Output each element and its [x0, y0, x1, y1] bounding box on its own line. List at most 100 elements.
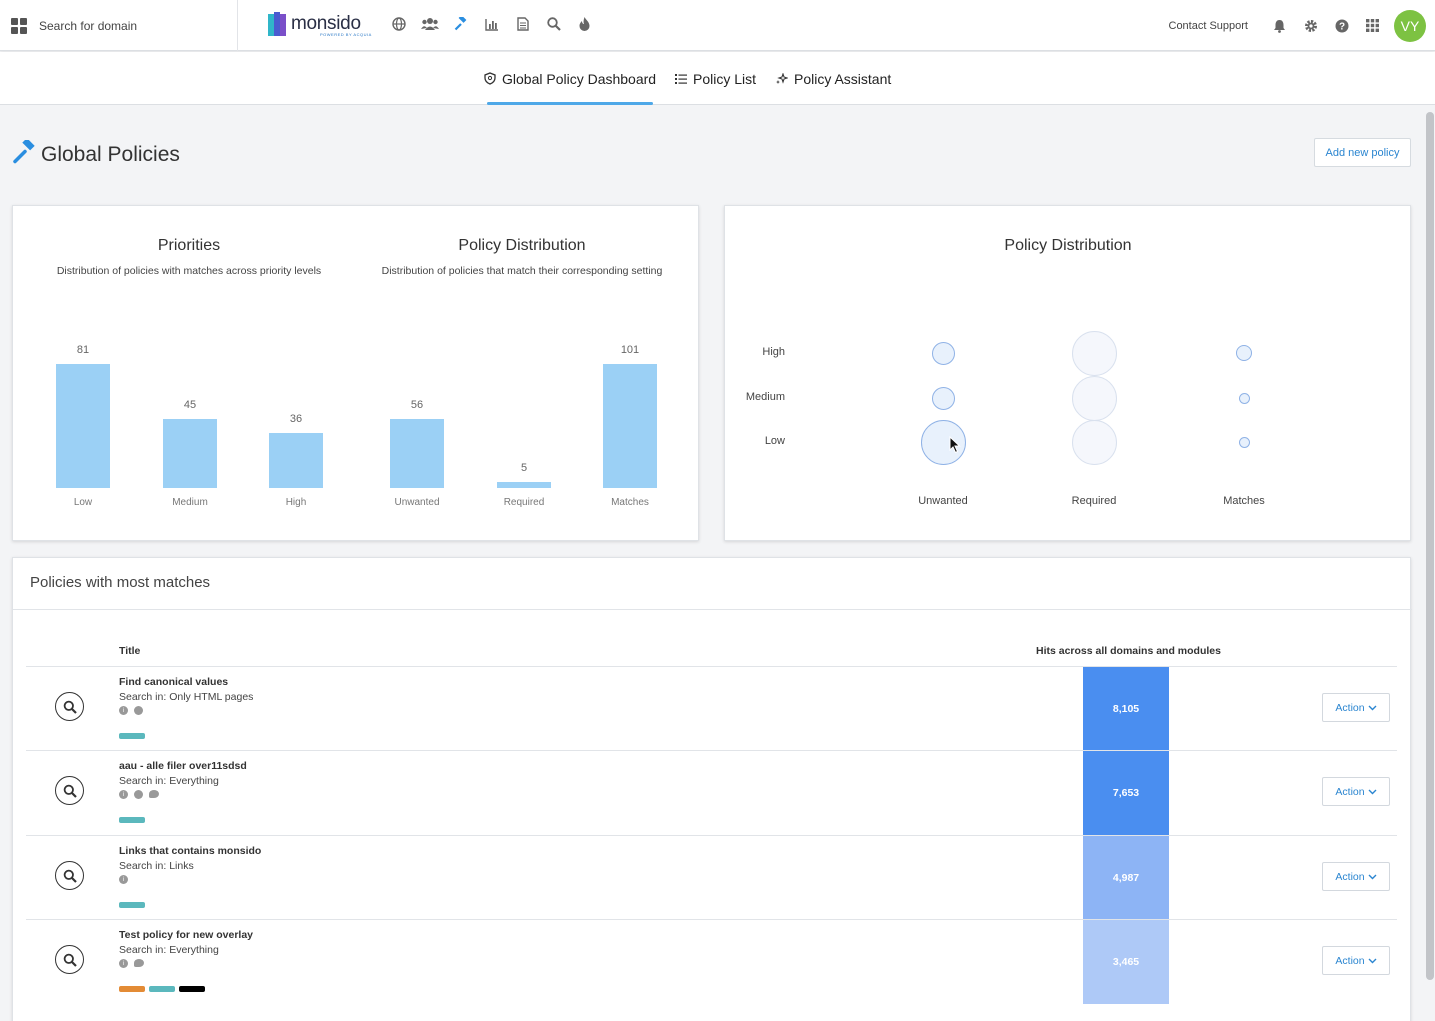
clock-icon[interactable]: [134, 706, 143, 715]
bubble-point[interactable]: [1071, 419, 1117, 465]
help-icon[interactable]: ?: [1326, 19, 1357, 33]
action-dropdown-button[interactable]: Action: [1322, 777, 1390, 806]
page-title-text: Global Policies: [41, 142, 180, 166]
action-dropdown-button[interactable]: Action: [1322, 946, 1390, 975]
bubble-point[interactable]: [920, 419, 966, 465]
users-icon[interactable]: [414, 13, 445, 35]
bar-category-label: High: [285, 497, 307, 508]
chart-bar[interactable]: [603, 364, 657, 488]
policy-search-scope: Search in: Links: [119, 860, 194, 872]
document-icon[interactable]: [507, 13, 538, 35]
chart-bar[interactable]: [163, 419, 217, 488]
policy-title[interactable]: aau - alle filer over11sdsd: [119, 760, 247, 772]
bar-category-label: Medium: [172, 497, 208, 508]
bar-chart-icon[interactable]: [476, 13, 507, 35]
bar-category-label: Low: [73, 497, 93, 508]
tab-policy-list[interactable]: Policy List: [675, 52, 756, 105]
priorities-distribution-panel: Priorities Distribution of policies with…: [12, 205, 699, 541]
magnifier-icon[interactable]: [55, 776, 84, 805]
policy-tags: [119, 902, 149, 908]
policy-search-scope: Search in: Everything: [119, 775, 219, 787]
bar-value-label: 36: [289, 413, 303, 425]
domain-search[interactable]: Search for domain: [0, 0, 238, 51]
table-row[interactable]: Links that contains monsido Search in: Li…: [26, 835, 1397, 920]
bubble-point[interactable]: [931, 386, 955, 410]
bar-category-label: Matches: [611, 497, 649, 508]
monsido-logo-mark: [268, 12, 286, 36]
policy-distribution-bubble-panel: Policy Distribution High Medium Low Unwante…: [724, 205, 1411, 541]
action-label: Action: [1335, 954, 1365, 967]
clock-icon[interactable]: [134, 790, 143, 799]
gavel-icon[interactable]: [445, 13, 476, 35]
info-icon[interactable]: i: [119, 875, 128, 884]
tab-global-policy-dashboard[interactable]: Global Policy Dashboard: [484, 52, 656, 105]
info-icon[interactable]: i: [119, 706, 128, 715]
chart-bar[interactable]: [269, 433, 323, 488]
hits-count: 8,105: [1083, 667, 1169, 751]
bubble-point[interactable]: [1236, 345, 1252, 361]
bubble-x-label: Matches: [1223, 495, 1265, 507]
policy-tag: [179, 986, 205, 992]
gear-icon[interactable]: [1295, 19, 1326, 33]
gavel-icon: [13, 138, 37, 169]
chart-bar[interactable]: [497, 482, 551, 488]
chevron-down-icon: [1368, 958, 1377, 963]
bubble-point[interactable]: [931, 341, 955, 365]
search-icon[interactable]: [538, 13, 569, 35]
policy-title[interactable]: Links that contains monsido: [119, 845, 262, 857]
tab-label: Policy List: [693, 70, 757, 87]
policy-meta-icons: i: [119, 959, 150, 968]
table-row[interactable]: aau - alle filer over11sdsd Search in: Ev…: [26, 750, 1397, 835]
policy-title[interactable]: Find canonical values: [119, 676, 229, 688]
mouse-cursor-icon: [949, 436, 961, 454]
magnifier-icon[interactable]: [55, 945, 84, 974]
bubble-point[interactable]: [1238, 436, 1250, 448]
magnifier-icon[interactable]: [55, 861, 84, 890]
user-avatar[interactable]: VY: [1394, 9, 1426, 42]
tab-policy-assistant[interactable]: Policy Assistant: [775, 52, 891, 105]
bubble-point[interactable]: [1071, 375, 1117, 421]
table-row[interactable]: Test policy for new overlay Search in: Ev…: [26, 919, 1397, 1004]
bar-value-label: 45: [183, 399, 197, 411]
scrollbar[interactable]: [1426, 112, 1434, 980]
info-icon[interactable]: i: [119, 959, 128, 968]
chart-title: Policy Distribution: [458, 237, 586, 254]
app-launcher-icon[interactable]: [1357, 19, 1388, 32]
bubble-point[interactable]: [1071, 330, 1117, 376]
bar-charts: 81 Low 45 Medium 36 High 56 Unwanted 5 Required 10…: [13, 206, 700, 542]
apps-grid-icon[interactable]: [11, 17, 27, 34]
column-header-hits[interactable]: Hits across all domains and modules: [1036, 645, 1221, 657]
policy-tag: [119, 733, 145, 739]
bar-category-label: Unwanted: [394, 497, 440, 508]
action-dropdown-button[interactable]: Action: [1322, 693, 1390, 722]
policy-search-scope: Search in: Everything: [119, 944, 219, 956]
magnifier-icon[interactable]: [55, 692, 84, 721]
info-icon[interactable]: i: [119, 790, 128, 799]
contact-support-link[interactable]: Contact Support: [1168, 19, 1249, 32]
bubble-y-label: High: [762, 346, 785, 358]
column-header-title[interactable]: Title: [119, 645, 141, 657]
action-dropdown-button[interactable]: Action: [1322, 862, 1390, 891]
comment-icon[interactable]: [149, 790, 159, 798]
globe-icon[interactable]: [383, 13, 414, 35]
chevron-down-icon: [1368, 789, 1377, 794]
chart-subtitle: Distribution of policies that match thei…: [381, 265, 663, 277]
bell-icon[interactable]: [1264, 19, 1295, 33]
policy-meta-icons: i: [119, 790, 165, 799]
comment-icon[interactable]: [134, 959, 144, 967]
policy-meta-icons: i: [119, 875, 134, 884]
chart-bar[interactable]: [390, 419, 444, 488]
flame-icon[interactable]: [569, 13, 600, 35]
bar-category-label: Required: [503, 497, 545, 508]
chart-title: Policy Distribution: [1004, 237, 1132, 254]
bubble-point[interactable]: [1238, 392, 1250, 404]
action-label: Action: [1335, 870, 1365, 883]
policies-table-panel: [12, 557, 1412, 1021]
table-row[interactable]: Find canonical values Search in: Only HTM…: [26, 666, 1397, 751]
monsido-logo[interactable]: monsido POWERED BY ACQUIA: [268, 10, 371, 38]
policy-title[interactable]: Test policy for new overlay: [119, 929, 254, 941]
chart-bar[interactable]: [56, 364, 110, 488]
list-icon: [675, 73, 687, 85]
domain-search-placeholder[interactable]: Search for domain: [39, 18, 138, 33]
add-new-policy-button[interactable]: Add new policy: [1314, 138, 1411, 167]
